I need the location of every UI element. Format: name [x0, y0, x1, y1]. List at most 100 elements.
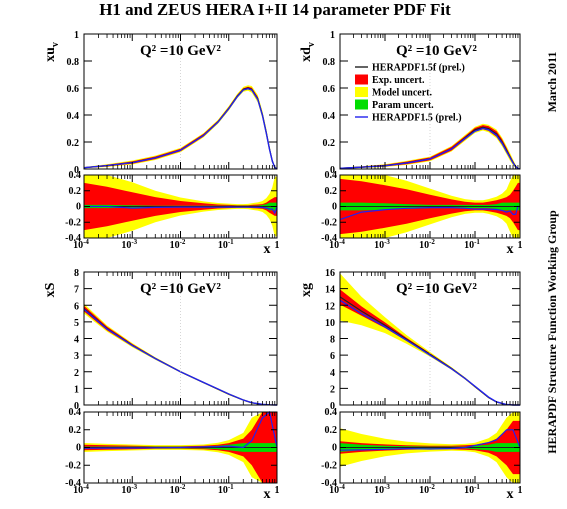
ratio-y-tick-label: -0.2	[321, 217, 337, 228]
y-tick-label: 0	[74, 401, 79, 412]
ratio-herapdf15-line	[339, 205, 520, 221]
y-tick-label: 6	[74, 301, 79, 312]
ratio-y-tick-label: 0.4	[325, 170, 338, 181]
y-tick-label: 7	[74, 285, 79, 296]
ratio-y-tick-label: 0.2	[325, 425, 338, 436]
y-tick-label: 1	[330, 30, 335, 41]
y-tick-label: 12	[325, 301, 335, 312]
y-tick-label: 5	[74, 318, 79, 329]
ratio-y-tick-label: 0.2	[325, 186, 338, 197]
ratio-herapdf15-line	[339, 429, 521, 451]
y-tick-label: 0.4	[323, 111, 336, 122]
y-axis-label: xdv	[299, 42, 317, 62]
x-tick-label: 10-1	[218, 238, 234, 251]
y-tick-label: 16	[325, 268, 335, 279]
x-tick-label: 1	[275, 240, 280, 251]
q2-annotation: Q² =10 GeV²	[396, 281, 477, 297]
figure-title: H1 and ZEUS HERA I+II 14 parameter PDF F…	[99, 0, 451, 19]
ratio-y-tick-label: 0.2	[69, 425, 82, 436]
herapdf15-line	[83, 87, 278, 170]
y-axis-label: xg	[299, 283, 314, 297]
legend: HERAPDF1.5f (prel.)Exp. uncert. Model unc…	[355, 63, 465, 124]
x-tick-label: 10-1	[218, 483, 234, 496]
y-tick-label: 0.8	[323, 57, 336, 68]
y-tick-label: 2	[330, 384, 335, 395]
y-tick-label: 0.6	[323, 84, 336, 95]
ratio-y-tick-label: -0.2	[65, 217, 81, 228]
y-axis-label: xuv	[43, 42, 61, 62]
date-label: March 2011	[545, 52, 559, 113]
y-tick-label: 6	[330, 351, 335, 362]
y-tick-label: 0	[330, 401, 335, 412]
ratio-y-tick-label: 0	[332, 443, 337, 454]
y-tick-label: 0.8	[67, 57, 80, 68]
x-tick-label: 10-1	[464, 483, 480, 496]
legend-box-swatch	[355, 87, 368, 97]
legend-label: HERAPDF1.5 (prel.)	[372, 113, 462, 124]
ratio-y-tick-label: 0.4	[69, 170, 82, 181]
x-axis-label: x	[507, 242, 514, 257]
q2-annotation: Q² =10 GeV²	[140, 43, 221, 59]
ratio-y-tick-label: 0.2	[69, 186, 82, 197]
x-tick-label: 1	[518, 240, 523, 251]
y-tick-label: 0	[74, 165, 79, 176]
x-tick-label: 10-1	[464, 238, 480, 251]
legend-label: Param uncert.	[372, 100, 434, 111]
x-tick-label: 1	[518, 485, 523, 496]
y-tick-label: 8	[74, 268, 79, 279]
legend-entry: Model uncert.	[355, 87, 432, 99]
q2-annotation: Q² =10 GeV²	[396, 43, 477, 59]
ratio-y-tick-label: 0.4	[325, 407, 338, 418]
y-tick-label: 1	[74, 30, 79, 41]
ratio-herapdf15-line	[83, 410, 278, 449]
ratio-y-tick-label: -0.2	[65, 460, 81, 471]
ratio-y-tick-label: 0	[76, 202, 81, 213]
y-tick-label: 2	[74, 368, 79, 379]
y-tick-label: 0.4	[67, 111, 80, 122]
legend-label: HERAPDF1.5f (prel.)	[372, 63, 465, 74]
y-axis-label: xS	[43, 282, 58, 297]
y-tick-label: 4	[330, 368, 335, 379]
x-tick-label: 10-3	[121, 483, 137, 496]
y-tick-label: 3	[74, 351, 79, 362]
x-axis-label: x	[264, 487, 271, 502]
x-tick-label: 10-2	[419, 483, 435, 496]
ratio-y-tick-label: 0.4	[69, 407, 82, 418]
working-group-label: HERAPDF Structure Function Working Group	[545, 210, 559, 454]
x-tick-label: 10-2	[170, 483, 186, 496]
ratio-y-tick-label: 0	[332, 202, 337, 213]
model-uncert-band	[84, 85, 277, 169]
x-axis-label: x	[507, 487, 514, 502]
x-tick-label: 10-3	[121, 238, 137, 251]
legend-label: Model uncert.	[372, 88, 432, 99]
x-tick-label: 10-3	[374, 483, 390, 496]
legend-label: Exp. uncert.	[372, 75, 425, 86]
x-tick-label: 10-2	[419, 238, 435, 251]
x-axis-label: x	[264, 242, 271, 257]
q2-annotation: Q² =10 GeV²	[140, 281, 221, 297]
y-tick-label: 8	[330, 335, 335, 346]
legend-entry: Param uncert.	[355, 99, 434, 111]
y-tick-label: 0.2	[67, 138, 80, 149]
ratio-y-tick-label: -0.4	[65, 478, 81, 489]
y-tick-label: 0.6	[67, 84, 80, 95]
ratio-herapdf15-line	[84, 205, 278, 215]
y-tick-label: 4	[74, 335, 79, 346]
x-tick-label: 1	[275, 485, 280, 496]
x-tick-label: 10-3	[374, 238, 390, 251]
legend-box-swatch	[355, 74, 368, 85]
ratio-y-tick-label: -0.4	[321, 478, 337, 489]
herapdf15-line	[339, 127, 521, 170]
ratio-y-tick-label: -0.4	[321, 233, 337, 244]
legend-entry: HERAPDF1.5f (prel.)	[355, 63, 465, 74]
x-tick-label: 10-2	[170, 238, 186, 251]
legend-box-swatch	[355, 99, 368, 110]
ratio-y-tick-label: 0	[76, 443, 81, 454]
ratio-y-tick-label: -0.4	[65, 233, 81, 244]
y-tick-label: 0.2	[323, 138, 336, 149]
